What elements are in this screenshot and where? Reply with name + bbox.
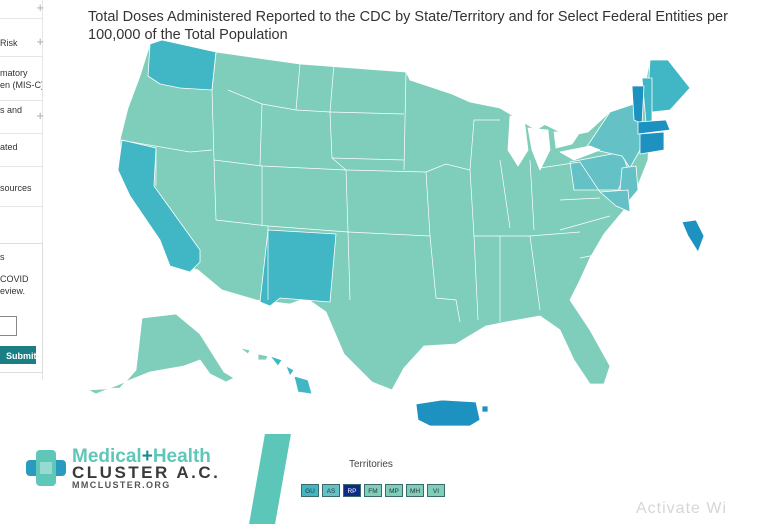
state-maryland-delaware[interactable] [599,189,631,213]
state-boundary-line [211,51,217,221]
logo-text-medical-health: Medical+Health [72,446,211,467]
state-boundary-line [539,161,601,193]
state-hawaii-5[interactable] [293,375,313,395]
state-hawaii-3[interactable] [269,355,283,367]
state-boundary-line [403,71,407,171]
state-california[interactable] [117,139,201,273]
sidebar-item-ated[interactable]: ated [0,133,42,167]
state-boundary-line [295,63,335,113]
state-vermont[interactable] [631,85,645,125]
expand-plus-icon[interactable]: + [36,0,44,15]
sidebar-item-mis-c[interactable]: matory en (MIS-C) [0,64,42,101]
state-boundary-line [499,159,511,229]
state-boundary-line [425,163,475,237]
state-boundary-line [529,159,535,231]
sidebar-item-s-and[interactable]: s and + [0,100,44,134]
state-massachusetts[interactable] [637,119,671,135]
feedback-text-1: COVID [0,274,29,284]
logo-text-url: MMCLUSTER.ORG [72,480,171,490]
state-us-virgin-islands[interactable] [481,405,489,413]
state-hawaii-2[interactable] [257,353,269,361]
state-boundary-line [473,235,479,321]
territory-button-fm[interactable]: FM [364,484,382,497]
state-boundary-line [331,157,405,161]
territory-button-mp[interactable]: MP [385,484,403,497]
feedback-heading: s [0,252,5,262]
state-alaska[interactable] [87,313,235,395]
state-boundary-line [529,235,541,311]
state-boundary-line [429,235,461,323]
medical-health-cluster-logo: Medical+Health CLUSTER A.C. MMCLUSTER.OR… [24,446,224,492]
territories-buttons: GU AS RP FM MP MH VI [301,484,445,497]
expand-plus-icon[interactable]: + [36,34,44,49]
great-lake-2 [527,127,551,171]
expand-plus-icon[interactable]: + [36,108,44,123]
state-boundary-line [559,197,601,201]
state-boundary-line [119,139,213,153]
state-hawaii-4[interactable] [285,365,295,377]
feedback-text-2: eview. [0,286,26,296]
territory-button-gu[interactable]: GU [301,484,319,497]
great-lake-3 [553,131,581,149]
state-boundary-line [329,111,405,115]
map-title: Total Doses Administered Reported to the… [88,9,728,43]
great-lake-4 [559,145,601,161]
territory-button-rp[interactable]: RP [343,484,361,497]
feedback-input[interactable] [0,316,17,336]
feedback-panel: s COVID eview. Submit [0,243,43,373]
state-usa-base[interactable] [119,39,691,391]
territory-button-vi[interactable]: VI [427,484,445,497]
cross-logo-icon [26,450,66,486]
state-puerto-rico[interactable] [415,399,481,427]
territories-label: Territories [349,459,393,470]
state-boundary-line [579,249,621,259]
submit-button[interactable]: Submit [0,346,37,364]
logo-text-cluster: CLUSTER A.C. [72,463,221,482]
state-maine[interactable] [647,59,691,113]
state-boundary-line [267,225,351,301]
state-new-mexico[interactable] [259,229,337,307]
state-hawaii-1[interactable] [239,347,251,355]
great-lake-1 [507,115,529,167]
state-guam[interactable] [681,219,705,253]
us-choropleth-map [87,39,705,427]
territory-button-mh[interactable]: MH [406,484,424,497]
territory-button-as[interactable]: AS [322,484,340,497]
sidebar-item-0[interactable]: + [0,0,44,19]
state-boundary-line [559,215,611,231]
state-connecticut-rhode-island[interactable] [639,131,665,155]
activate-windows-watermark: Activate Wi [636,500,728,517]
state-boundary-line [345,169,431,237]
state-boundary-line [469,119,500,171]
sidebar-item-sources[interactable]: sources [0,166,42,207]
state-boundary-line [261,103,297,111]
sidebar-item-risk[interactable]: Risk + [0,30,44,57]
state-washington[interactable] [147,39,217,91]
state-boundary-line [329,111,349,233]
